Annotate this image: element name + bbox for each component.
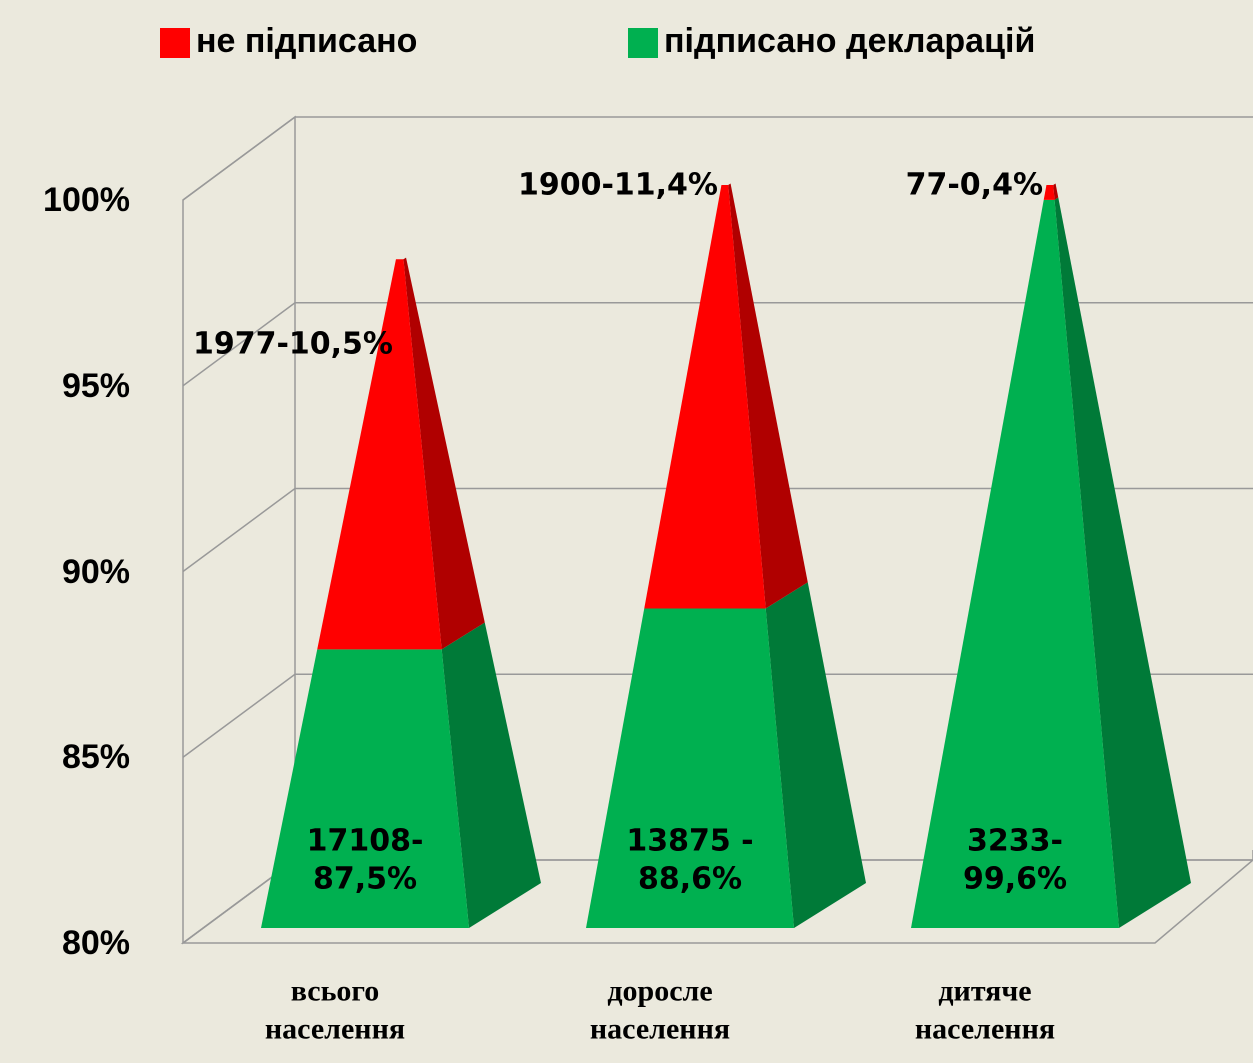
pyramid-side <box>728 183 808 609</box>
x-tick-label: доросле населення <box>589 974 731 1046</box>
grid-line <box>182 116 1253 201</box>
legend-swatch <box>628 28 658 58</box>
pyramid-segment <box>586 608 794 928</box>
y-tick-label: 90% <box>61 552 130 591</box>
pyramid-segment <box>1043 185 1055 200</box>
data-label: 3233-99,6% <box>962 823 1068 897</box>
grid-line <box>182 487 1253 573</box>
y-tick-label: 95% <box>61 366 130 405</box>
y-tick-label: 80% <box>61 923 130 962</box>
pyramid-side <box>403 257 485 650</box>
legend-label: підписано декларацій <box>664 22 1036 60</box>
data-label: 77-0,4% <box>905 167 1043 203</box>
pyramid-segment <box>644 185 766 609</box>
pyramid-segment <box>911 199 1119 929</box>
pyramid-side <box>1054 197 1191 928</box>
pyramid-segment <box>261 649 469 928</box>
pyramid-side <box>441 622 541 928</box>
pyramid-side <box>1053 183 1059 200</box>
data-label: 17108-87,5% <box>306 823 424 897</box>
x-tick-label: дитяче населення <box>914 974 1056 1046</box>
y-tick-label: 85% <box>61 738 130 776</box>
data-label: 1977-10,5% <box>192 326 393 362</box>
x-tick-label: всього населення <box>264 974 406 1046</box>
grid-line <box>182 302 1253 387</box>
grid-line <box>182 673 1253 758</box>
legend-label: не підписано <box>196 22 418 60</box>
data-label: 13875 - 88,6% <box>626 823 754 897</box>
pyramid-side <box>765 582 866 928</box>
y-tick-label: 100% <box>43 180 130 219</box>
pyramid-segment <box>317 259 442 650</box>
legend-swatch <box>160 28 190 58</box>
data-label: 1900-11,4% <box>517 167 718 203</box>
